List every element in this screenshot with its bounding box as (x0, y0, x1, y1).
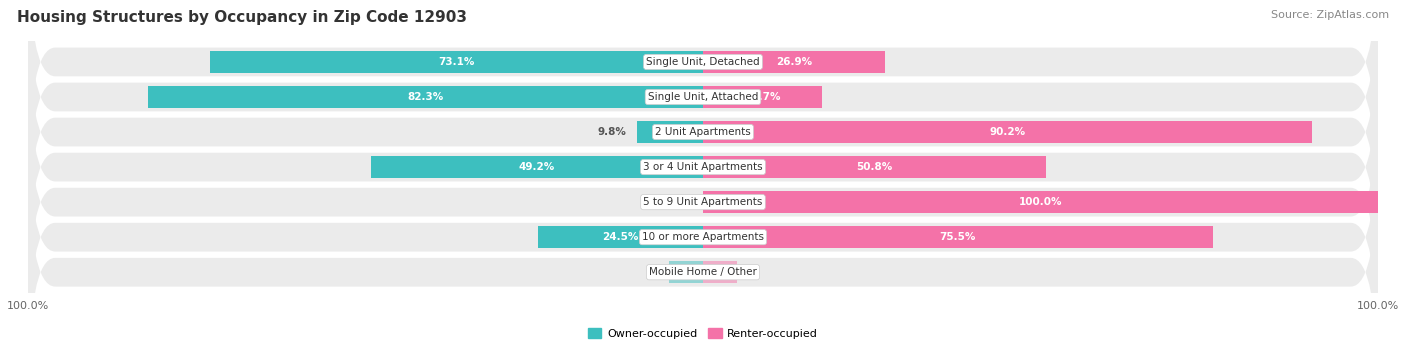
Text: 24.5%: 24.5% (602, 232, 638, 242)
Text: Source: ZipAtlas.com: Source: ZipAtlas.com (1271, 10, 1389, 20)
FancyBboxPatch shape (28, 6, 1378, 258)
Text: Single Unit, Detached: Single Unit, Detached (647, 57, 759, 67)
Bar (703, 191, 1378, 213)
Text: 0.0%: 0.0% (664, 267, 693, 277)
Bar (703, 121, 1312, 143)
Text: 5 to 9 Unit Apartments: 5 to 9 Unit Apartments (644, 197, 762, 207)
Bar (637, 121, 703, 143)
Bar (703, 86, 823, 108)
Text: Mobile Home / Other: Mobile Home / Other (650, 267, 756, 277)
Text: 26.9%: 26.9% (776, 57, 811, 67)
FancyBboxPatch shape (28, 112, 1378, 341)
Text: 2 Unit Apartments: 2 Unit Apartments (655, 127, 751, 137)
FancyBboxPatch shape (28, 0, 1378, 188)
Text: 10 or more Apartments: 10 or more Apartments (643, 232, 763, 242)
Text: 73.1%: 73.1% (439, 57, 474, 67)
Text: 82.3%: 82.3% (408, 92, 443, 102)
Bar (371, 156, 703, 178)
Text: Single Unit, Attached: Single Unit, Attached (648, 92, 758, 102)
Text: 90.2%: 90.2% (990, 127, 1025, 137)
Bar (703, 261, 737, 283)
Text: 0.0%: 0.0% (713, 267, 742, 277)
Text: 50.8%: 50.8% (856, 162, 893, 172)
Text: 9.8%: 9.8% (598, 127, 627, 137)
Text: 49.2%: 49.2% (519, 162, 555, 172)
Bar (537, 226, 703, 248)
Text: 0.0%: 0.0% (664, 197, 693, 207)
FancyBboxPatch shape (28, 76, 1378, 328)
Text: 17.7%: 17.7% (744, 92, 780, 102)
Bar (669, 261, 703, 283)
FancyBboxPatch shape (28, 41, 1378, 293)
Bar (209, 51, 703, 73)
Text: 100.0%: 100.0% (1019, 197, 1062, 207)
FancyBboxPatch shape (28, 146, 1378, 341)
Bar (148, 86, 703, 108)
Bar (703, 51, 884, 73)
Text: 3 or 4 Unit Apartments: 3 or 4 Unit Apartments (643, 162, 763, 172)
Bar (703, 226, 1212, 248)
Bar (703, 156, 1046, 178)
Text: Housing Structures by Occupancy in Zip Code 12903: Housing Structures by Occupancy in Zip C… (17, 10, 467, 25)
FancyBboxPatch shape (28, 0, 1378, 223)
Legend: Owner-occupied, Renter-occupied: Owner-occupied, Renter-occupied (583, 324, 823, 341)
Text: 75.5%: 75.5% (939, 232, 976, 242)
